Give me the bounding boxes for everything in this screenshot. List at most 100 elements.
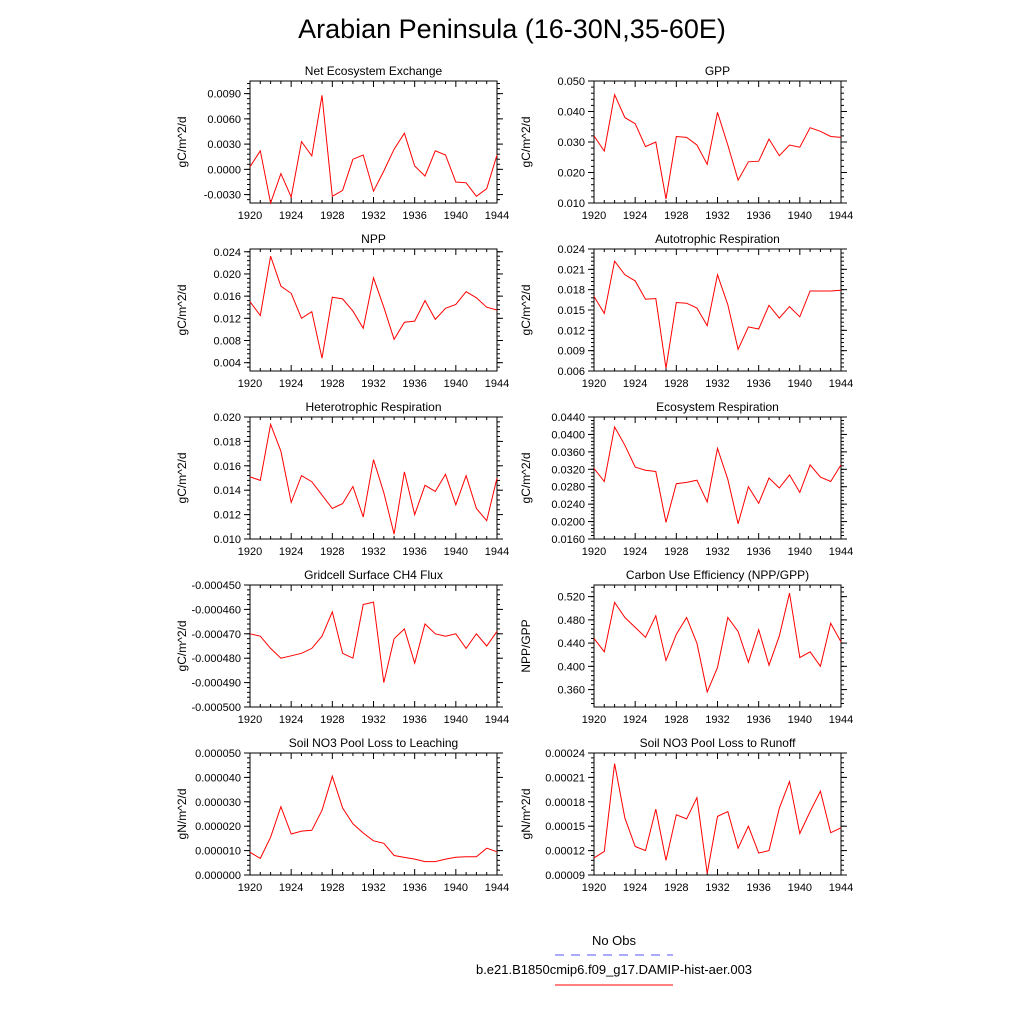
y-tick-label: 0.020 [557,168,585,180]
chart-panel-runoff: Soil NO3 Pool Loss to Runoff gN/m^2/d 1920… [519,736,853,894]
plot-frame [249,80,498,204]
y-tick-label: 0.040 [557,107,585,119]
x-tick-label: 1940 [788,378,812,390]
series-line [593,260,842,369]
y-tick-label: 0.008 [213,336,241,348]
y-axis-label: gC/m^2/d [175,621,189,672]
legend-model-label: b.e21.B1850cmip6.f09_g17.DAMIP-hist-aer.… [476,962,752,977]
x-tick-label: 1924 [623,714,647,726]
y-tick-label: -0.000490 [191,678,241,690]
x-tick-label: 1928 [320,714,344,726]
x-tick-label: 1936 [746,546,770,558]
y-tick-label: 0.0090 [207,89,241,101]
x-tick-label: 1936 [402,210,426,222]
legend-obs-label: No Obs [592,933,637,948]
series-line [593,592,842,694]
x-tick-label: 1932 [361,714,385,726]
series-line [249,256,498,359]
y-tick-label: 0.0160 [551,534,585,546]
y-tick-label: 0.016 [213,461,241,473]
series-line [593,763,842,874]
y-tick-label: 0.000010 [195,846,241,858]
y-tick-label: 0.021 [557,264,585,276]
x-tick-label: 1936 [746,210,770,222]
y-tick-label: 0.0200 [551,517,585,529]
y-tick-label: 0.010 [557,198,585,210]
x-tick-label: 1940 [788,714,812,726]
y-tick-label: 0.006 [557,366,585,378]
plot-frame [249,416,498,540]
x-tick-label: 1920 [582,378,606,390]
chart-title: GPP [705,64,730,78]
y-tick-label: 0.0360 [551,447,585,459]
x-tick-label: 1936 [402,378,426,390]
y-tick-label: 0.00024 [545,748,585,760]
chart-panel-er: Ecosystem Respiration gC/m^2/d 1920 1924 192… [519,400,853,558]
x-tick-label: 1940 [788,546,812,558]
x-tick-label: 1940 [444,378,468,390]
y-tick-label: 0.000050 [195,748,241,760]
x-tick-label: 1932 [361,210,385,222]
y-tick-label: 0.000030 [195,797,241,809]
y-tick-label: 0.014 [213,485,241,497]
x-tick-label: 1924 [279,210,303,222]
x-tick-label: 1944 [829,210,853,222]
x-tick-label: 1944 [485,882,509,894]
x-tick-label: 1936 [746,882,770,894]
x-tick-label: 1944 [829,882,853,894]
y-tick-label: 0.0280 [551,482,585,494]
x-tick-label: 1944 [829,378,853,390]
x-tick-label: 1936 [402,714,426,726]
y-tick-label: 0.0030 [207,139,241,151]
chart-panel-npp: NPP gC/m^2/d 1920 1924 1928 1932 1936 1940 1944 0… [175,232,509,390]
x-tick-label: 1920 [582,714,606,726]
y-tick-label: 0.000020 [195,821,241,833]
y-tick-label: 0.009 [557,346,585,358]
chart-title: Ecosystem Respiration [656,400,779,414]
y-tick-label: 0.000040 [195,772,241,784]
chart-title: Soil NO3 Pool Loss to Leaching [289,736,458,750]
series-line [249,601,498,683]
x-tick-label: 1928 [664,882,688,894]
x-tick-label: 1944 [485,714,509,726]
x-tick-label: 1920 [238,714,262,726]
x-tick-label: 1932 [705,882,729,894]
y-tick-label: 0.480 [557,615,585,627]
y-tick-label: 0.00012 [545,846,585,858]
series-line [593,425,842,524]
chart-title: Soil NO3 Pool Loss to Runoff [640,736,797,750]
x-tick-label: 1944 [485,378,509,390]
chart-title: Autotrophic Respiration [655,232,780,246]
chart-panel-hr: Heterotrophic Respiration gC/m^2/d 1920 192… [175,400,509,558]
x-tick-label: 1932 [361,546,385,558]
y-axis-label: gC/m^2/d [519,117,533,168]
x-tick-label: 1940 [788,210,812,222]
plot-frame [593,752,842,876]
y-tick-label: 0.018 [213,436,241,448]
x-tick-label: 1924 [623,378,647,390]
x-tick-label: 1940 [444,210,468,222]
x-tick-label: 1924 [623,882,647,894]
chart-panels: Net Ecosystem Exchange gC/m^2/d 1920 1924 19… [175,64,853,894]
chart-title: Gridcell Surface CH4 Flux [304,568,443,582]
y-tick-label: 0.0240 [551,499,585,511]
y-axis-label: gC/m^2/d [175,453,189,504]
x-tick-label: 1936 [746,714,770,726]
y-tick-label: 0.400 [557,661,585,673]
y-tick-label: 0.020 [213,412,241,424]
plot-frame [593,80,842,204]
y-tick-label: 0.0400 [551,429,585,441]
y-tick-label: 0.0000 [207,164,241,176]
y-tick-label: 0.030 [557,137,585,149]
y-tick-label: 0.024 [213,247,241,259]
y-tick-label: 0.012 [213,510,241,522]
plot-frame [593,416,842,540]
x-tick-label: 1920 [582,546,606,558]
x-tick-label: 1928 [320,210,344,222]
x-tick-label: 1928 [320,546,344,558]
x-tick-label: 1928 [664,378,688,390]
x-tick-label: 1944 [485,210,509,222]
y-tick-label: 0.012 [557,325,585,337]
y-tick-label: 0.015 [557,305,585,317]
